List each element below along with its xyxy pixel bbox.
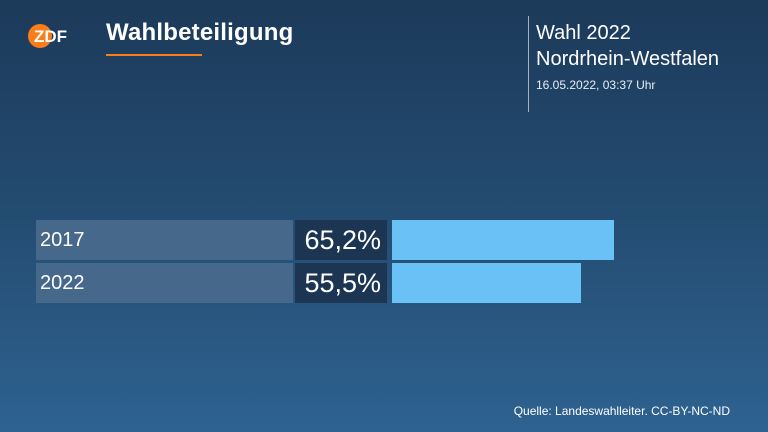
bar [392,263,581,303]
timestamp: 16.05.2022, 03:37 Uhr [536,78,656,92]
bar [392,220,614,260]
election-name: Wahl 2022 [536,22,631,44]
source-note: Quelle: Landeswahlleiter. CC-BY-NC-ND [513,404,730,418]
zdf-logo-circle [28,24,52,48]
value-label: 65,2% [295,220,387,260]
category-label: 2017 [36,220,293,260]
election-info: Wahl 2022 Nordrhein-Westfalen [536,20,719,72]
election-region: Nordrhein-Westfalen [536,48,720,70]
category-label: 2022 [36,263,293,303]
title-underline [106,54,202,56]
header-divider [528,16,529,112]
page-title: Wahlbeteiligung [106,19,294,46]
bar-row-2017: 2017 65,2% [36,220,626,260]
bar-row-2022: 2022 55,5% [36,263,626,303]
zdf-logo-text: ZDF [34,27,67,46]
value-label: 55,5% [295,263,387,303]
zdf-logo: ZDF [28,24,67,48]
